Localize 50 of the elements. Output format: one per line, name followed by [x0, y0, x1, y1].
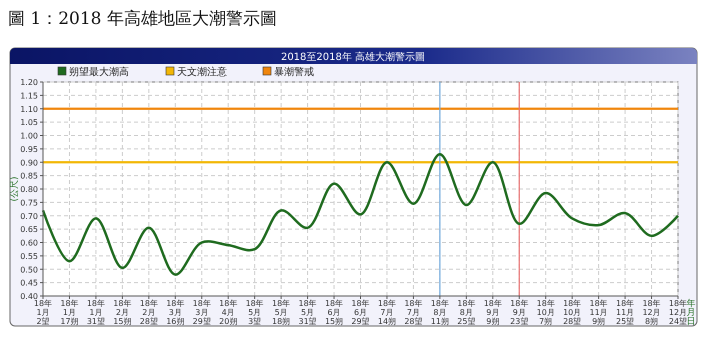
x-tick-label: 18年 9月 23望	[510, 299, 528, 326]
x-tick-label: 18年 7月 28望	[404, 299, 423, 326]
y-tick-label: 1.00	[20, 132, 38, 140]
x-tick-label: 18年 1月 2望	[34, 299, 52, 326]
y-tick-label: 0.90	[20, 158, 38, 168]
x-tick-label: 18年 10月 7朔	[536, 299, 555, 326]
y-tick-label: 1.10	[20, 104, 38, 114]
x-tick-label: 18年 8月 11朔	[430, 299, 449, 326]
y-tick-label: 0.50	[20, 265, 38, 274]
x-tick-label: 18年 8月 25望	[457, 299, 476, 326]
x-tick-label: 18年 12月 8朔	[642, 299, 661, 326]
y-tick-label: 0.45	[20, 278, 38, 288]
x-tick-label: 18年 2月 28望	[140, 299, 158, 326]
x-tick-label: 18年 1月 17朔	[60, 299, 79, 326]
y-tick-label: 1.15	[20, 91, 38, 100]
y-tick-label: 0.80	[20, 185, 38, 194]
y-tick-label: 0.40	[20, 292, 38, 301]
legend-label: 暴潮警戒	[274, 66, 314, 78]
y-tick-label: 0.85	[20, 172, 38, 181]
x-tick-label: 18年 2月 15朔	[113, 299, 132, 326]
x-tick-label: 18年 3月 16朔	[166, 299, 184, 326]
y-tick-label: 0.95	[20, 144, 38, 154]
y-tick-label: 1.20	[20, 78, 38, 87]
y-tick-label: 1.05	[20, 118, 38, 128]
x-tick-label: 18年 11月 25望	[616, 299, 634, 326]
x-tick-label: 18年 5月 18朔	[272, 299, 290, 326]
x-tick-label: 18年 1月 31望	[86, 299, 106, 326]
x-tick-label: 18年 3月 29望	[192, 299, 211, 326]
chart-subtitle: 2018至2018年 高雄大潮警示圖	[280, 51, 426, 63]
y-tick-label: 0.60	[20, 238, 38, 248]
x-tick-label: 18年 7月 14朔	[378, 299, 396, 326]
y-tick-label: 0.70	[20, 212, 38, 221]
chart-title: 圖 1：2018 年高雄地區大潮警示圖	[8, 9, 277, 29]
legend-label: 天文潮注意	[177, 66, 227, 78]
x-tick-label: 18年 10月 28望	[563, 299, 582, 326]
x-axis-title: 年月日	[686, 298, 696, 327]
y-tick-label: 0.65	[20, 225, 38, 234]
x-tick-label: 18年 4月 20朔	[219, 299, 238, 326]
legend-label: 朔望最大潮高	[69, 66, 129, 78]
y-tick-label: 0.55	[20, 252, 38, 261]
x-tick-label: 18年 9月 9朔	[484, 299, 502, 326]
x-tick-label: 18年 11月 9朔	[590, 299, 608, 326]
line-series	[42, 152, 680, 276]
x-tick-label: 18年 12月 24望	[668, 299, 688, 326]
x-tick-label: 18年 5月 3望	[246, 299, 264, 326]
y-axis-title: (公尺)	[9, 176, 20, 202]
x-tick-label: 18年 6月 29望	[351, 299, 370, 326]
x-tick-label: 18年 6月 15朔	[324, 299, 344, 326]
x-tick-label: 18年 5月 31望	[298, 299, 317, 326]
y-tick-label: 0.75	[20, 198, 38, 208]
